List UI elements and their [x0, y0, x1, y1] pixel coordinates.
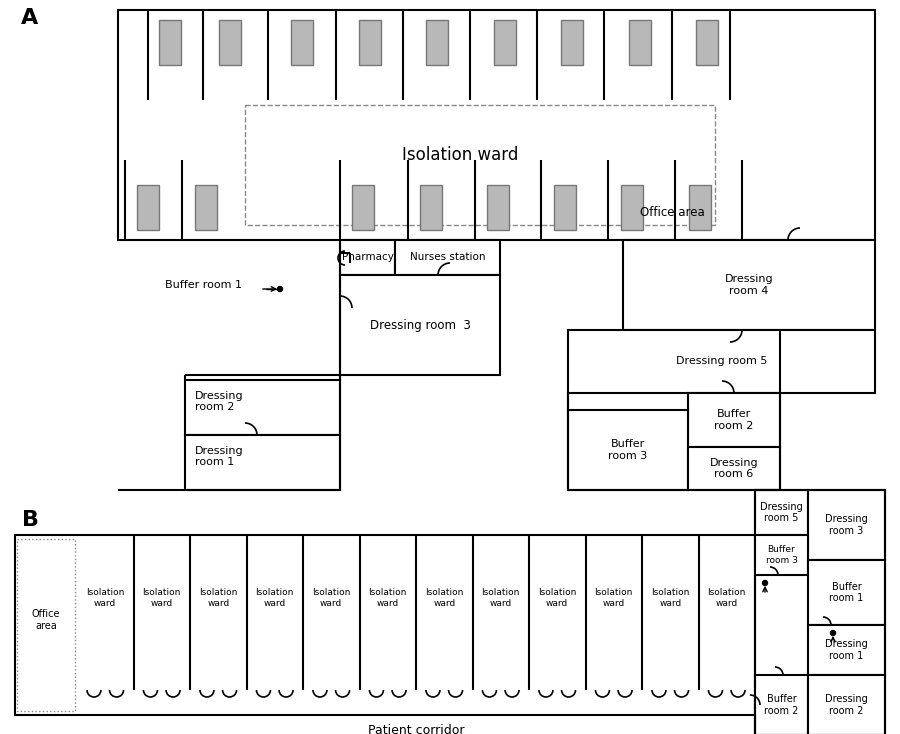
Bar	[568, 410, 688, 490]
Bar	[340, 275, 500, 375]
Circle shape	[277, 286, 283, 291]
Bar	[554, 184, 576, 230]
Bar	[689, 184, 711, 230]
Text: A: A	[22, 8, 39, 28]
Bar	[629, 20, 651, 65]
Bar	[352, 184, 374, 230]
Bar	[195, 184, 217, 230]
Text: Dressing
room 1: Dressing room 1	[195, 446, 244, 468]
Bar	[696, 20, 718, 65]
Bar	[568, 330, 875, 393]
Bar	[487, 184, 509, 230]
Bar	[621, 184, 643, 230]
Text: Isolation
ward: Isolation ward	[425, 588, 464, 608]
Text: Isolation
ward: Isolation ward	[651, 588, 689, 608]
Bar	[561, 20, 583, 65]
Text: Dressing room 5: Dressing room 5	[676, 357, 767, 366]
Bar	[359, 20, 381, 65]
Text: Isolation
ward: Isolation ward	[86, 588, 124, 608]
Text: Buffer
room 3: Buffer room 3	[766, 545, 797, 564]
Bar	[808, 625, 885, 675]
Text: Buffer
room 2: Buffer room 2	[715, 409, 753, 431]
Bar	[808, 490, 885, 560]
Text: Isolation
ward: Isolation ward	[538, 588, 576, 608]
Bar	[755, 535, 808, 575]
Bar	[137, 184, 159, 230]
Text: Office
area: Office area	[32, 609, 60, 631]
Bar	[426, 20, 448, 65]
Text: Dressing room  3: Dressing room 3	[370, 319, 471, 332]
Text: Buffer
room 2: Buffer room 2	[764, 694, 798, 716]
Bar	[185, 435, 340, 490]
Bar	[291, 20, 313, 65]
Bar	[808, 560, 885, 625]
Text: Dressing
room 6: Dressing room 6	[710, 458, 759, 479]
Bar	[688, 393, 780, 447]
Text: B: B	[22, 510, 39, 530]
Bar	[219, 20, 241, 65]
Text: Isolation
ward: Isolation ward	[256, 588, 294, 608]
Circle shape	[831, 631, 835, 636]
Bar	[494, 20, 516, 65]
Text: Buffer room 1: Buffer room 1	[165, 280, 242, 290]
Bar	[395, 240, 500, 275]
Bar	[15, 535, 755, 715]
Text: Isolation
ward: Isolation ward	[142, 588, 181, 608]
Text: Buffer
room 1: Buffer room 1	[830, 582, 864, 603]
Text: Isolation ward: Isolation ward	[401, 146, 518, 164]
Bar	[623, 240, 875, 330]
Text: Isolation
ward: Isolation ward	[595, 588, 633, 608]
Text: Dressing
room 3: Dressing room 3	[825, 515, 868, 536]
Bar	[340, 240, 395, 275]
Bar	[17, 539, 75, 711]
Bar	[755, 675, 808, 734]
Text: Nurses station: Nurses station	[410, 252, 485, 263]
Text: Pharmacy: Pharmacy	[342, 252, 393, 263]
Text: Isolation
ward: Isolation ward	[707, 588, 746, 608]
Text: Dressing
room 1: Dressing room 1	[825, 639, 868, 661]
Text: Patient corridor: Patient corridor	[368, 724, 464, 734]
Bar	[118, 10, 875, 240]
Text: Dressing
room 4: Dressing room 4	[724, 275, 773, 296]
Bar	[688, 447, 780, 490]
Text: Dressing
room 2: Dressing room 2	[825, 694, 868, 716]
Bar	[185, 380, 340, 435]
Text: Isolation
ward: Isolation ward	[482, 588, 520, 608]
Circle shape	[762, 581, 768, 586]
Bar	[159, 20, 181, 65]
Text: Buffer
room 3: Buffer room 3	[608, 439, 648, 461]
Text: Isolation
ward: Isolation ward	[369, 588, 407, 608]
Bar	[755, 490, 808, 535]
Bar	[245, 105, 715, 225]
Text: Office area: Office area	[640, 206, 705, 219]
Bar	[420, 184, 442, 230]
Text: Dressing
room 5: Dressing room 5	[760, 502, 803, 523]
Text: Isolation
ward: Isolation ward	[312, 588, 350, 608]
Text: Isolation
ward: Isolation ward	[199, 588, 238, 608]
Bar	[808, 675, 885, 734]
Text: Dressing
room 2: Dressing room 2	[195, 390, 244, 413]
